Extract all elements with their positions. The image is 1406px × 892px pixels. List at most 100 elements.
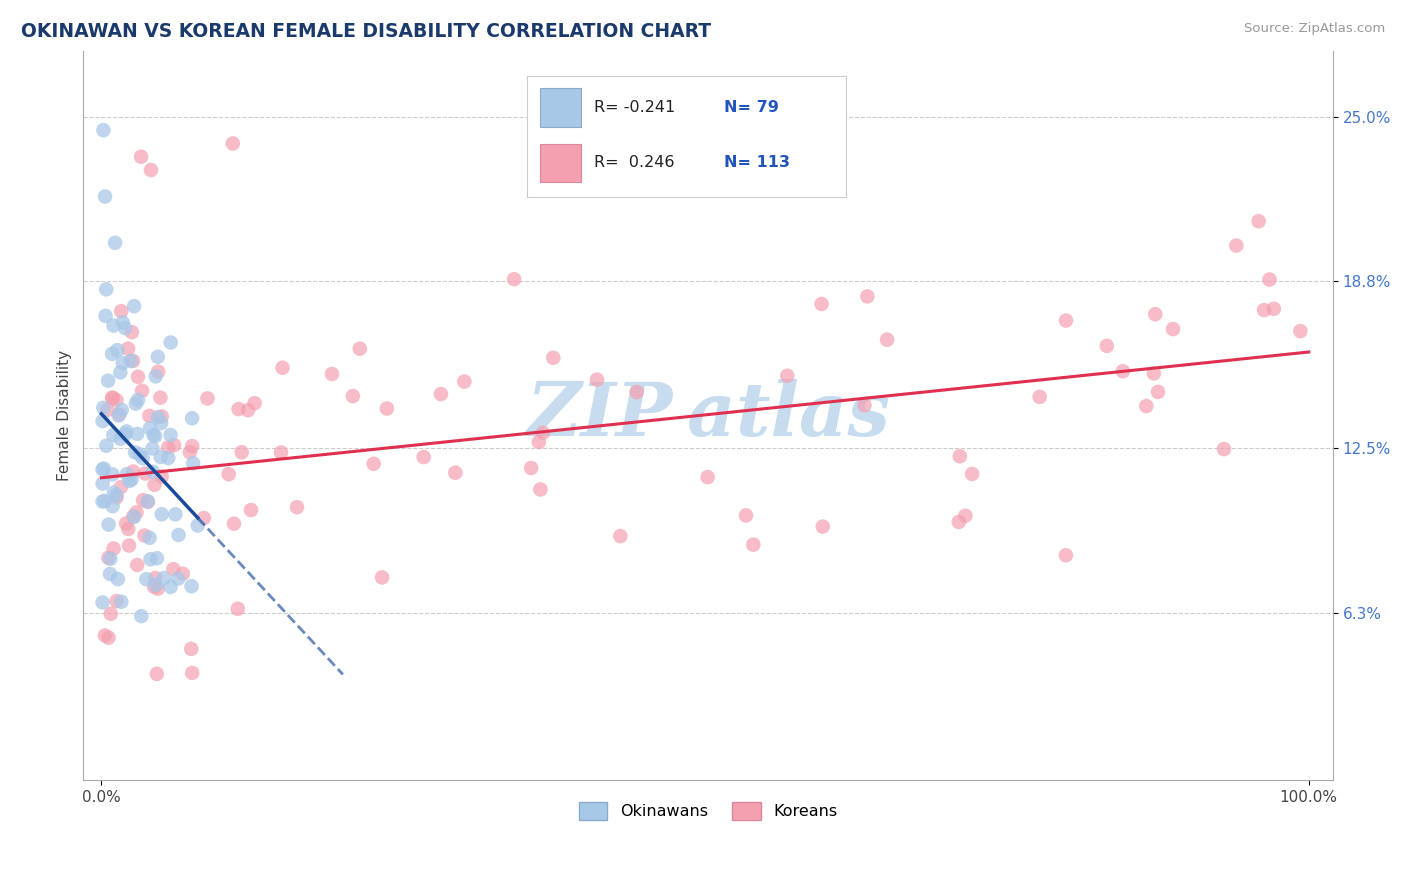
- Point: [115, 425, 138, 439]
- Text: Source: ZipAtlas.com: Source: ZipAtlas.com: [1244, 22, 1385, 36]
- Point: [96, 282, 118, 296]
- Point: [114, 427, 136, 442]
- Point: [696, 470, 718, 484]
- Point: [1095, 339, 1118, 353]
- Point: [111, 315, 134, 329]
- Point: [810, 297, 832, 311]
- Point: [876, 333, 898, 347]
- Text: ZIP atlas: ZIP atlas: [526, 379, 890, 451]
- Point: [150, 409, 173, 424]
- Point: [1263, 301, 1285, 316]
- Point: [159, 428, 181, 442]
- Point: [143, 477, 166, 491]
- Point: [1054, 549, 1077, 563]
- Point: [157, 451, 180, 466]
- Point: [167, 528, 190, 542]
- Point: [167, 572, 190, 586]
- Point: [105, 594, 128, 608]
- Point: [97, 517, 120, 532]
- Point: [121, 473, 143, 487]
- Point: [132, 493, 155, 508]
- Point: [118, 474, 141, 488]
- Point: [146, 551, 169, 566]
- Point: [1289, 324, 1312, 338]
- Point: [94, 309, 117, 323]
- Point: [91, 462, 114, 476]
- Point: [96, 439, 118, 453]
- Point: [145, 369, 167, 384]
- Point: [271, 360, 294, 375]
- Point: [444, 466, 467, 480]
- Point: [121, 325, 143, 339]
- Point: [118, 539, 141, 553]
- Point: [503, 272, 526, 286]
- Point: [285, 500, 308, 515]
- Point: [145, 578, 167, 592]
- Point: [150, 469, 173, 483]
- Point: [127, 558, 149, 572]
- Point: [222, 516, 245, 531]
- Point: [103, 541, 125, 556]
- Point: [110, 304, 132, 318]
- Point: [101, 499, 124, 513]
- Point: [101, 391, 124, 405]
- Point: [136, 494, 159, 508]
- Point: [181, 439, 204, 453]
- Point: [105, 488, 128, 502]
- Point: [1213, 442, 1236, 456]
- Point: [270, 445, 292, 459]
- Point: [111, 402, 134, 417]
- Point: [149, 391, 172, 405]
- Point: [124, 445, 146, 459]
- Point: [135, 572, 157, 586]
- Point: [143, 429, 166, 443]
- Point: [128, 447, 150, 461]
- Point: [162, 562, 184, 576]
- Point: [127, 426, 149, 441]
- Point: [107, 572, 129, 586]
- Point: [529, 483, 551, 497]
- Point: [197, 392, 219, 406]
- Point: [142, 465, 165, 479]
- Point: [948, 515, 970, 529]
- Point: [149, 450, 172, 464]
- Point: [105, 491, 128, 505]
- Point: [122, 299, 145, 313]
- Point: [110, 595, 132, 609]
- Point: [97, 374, 120, 388]
- Point: [101, 391, 124, 405]
- Point: [103, 428, 125, 442]
- Point: [527, 435, 550, 450]
- Point: [110, 432, 132, 446]
- Point: [1135, 399, 1157, 413]
- Point: [96, 403, 118, 417]
- Point: [735, 508, 758, 523]
- Point: [180, 579, 202, 593]
- Point: [138, 409, 160, 423]
- Point: [856, 289, 879, 303]
- Point: [101, 467, 124, 482]
- Point: [139, 552, 162, 566]
- Legend: Okinawans, Koreans: Okinawans, Koreans: [572, 796, 844, 827]
- Point: [853, 398, 876, 412]
- Point: [110, 365, 132, 379]
- Point: [342, 389, 364, 403]
- Point: [108, 408, 131, 422]
- Point: [1147, 384, 1170, 399]
- Point: [179, 445, 201, 459]
- Text: OKINAWAN VS KOREAN FEMALE DISABILITY CORRELATION CHART: OKINAWAN VS KOREAN FEMALE DISABILITY COR…: [21, 22, 711, 41]
- Point: [111, 356, 134, 370]
- Point: [430, 387, 453, 401]
- Point: [146, 666, 169, 681]
- Point: [143, 580, 166, 594]
- Point: [243, 396, 266, 410]
- Point: [122, 509, 145, 524]
- Point: [228, 402, 250, 417]
- Point: [105, 343, 128, 358]
- Point: [159, 335, 181, 350]
- Point: [134, 467, 156, 481]
- Point: [363, 457, 385, 471]
- Point: [626, 385, 648, 400]
- Point: [115, 516, 138, 531]
- Point: [91, 595, 114, 609]
